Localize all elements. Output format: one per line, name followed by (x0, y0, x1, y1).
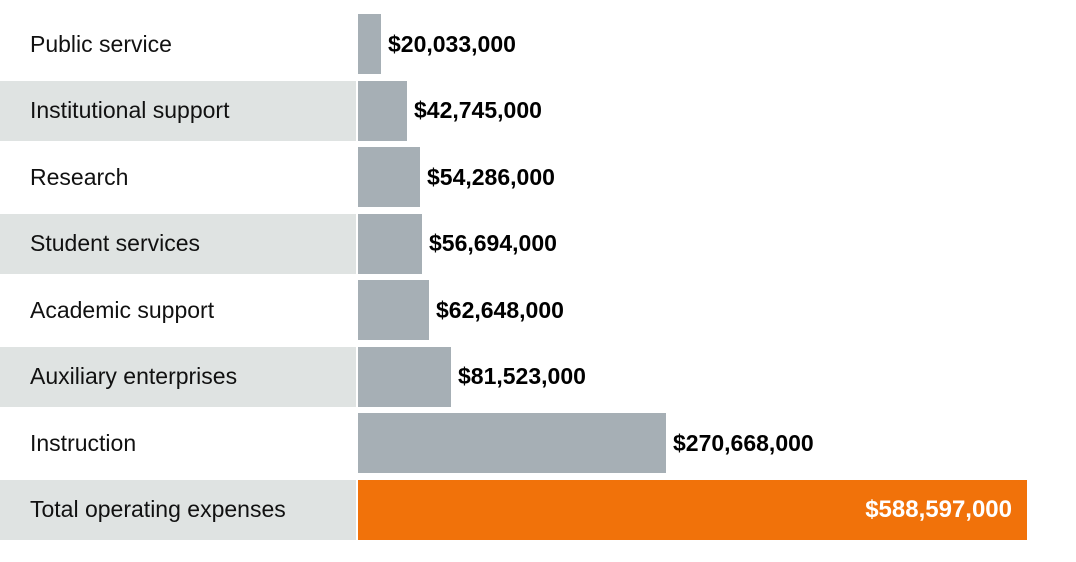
category-label: Research (30, 163, 129, 190)
bar-research (358, 147, 420, 207)
value-label: $62,648,000 (436, 296, 564, 323)
bar-auxiliary-enterprises (358, 346, 451, 407)
chart-row: Auxiliary enterprises $81,523,000 (0, 346, 1076, 407)
total-value-label: $588,597,000 (865, 495, 1012, 523)
bar-cell: $20,033,000 (358, 14, 1076, 74)
bar-cell: $81,523,000 (358, 346, 1076, 407)
chart-row: Institutional support $42,745,000 (0, 80, 1076, 141)
chart-row: Research $54,286,000 (0, 147, 1076, 207)
value-label: $56,694,000 (429, 230, 557, 256)
category-label: Total operating expenses (0, 479, 356, 540)
category-label: Student services (0, 213, 356, 274)
bar-instruction (358, 413, 666, 473)
bar-cell: $56,694,000 (358, 213, 1076, 274)
value-label: $54,286,000 (427, 163, 555, 190)
bar-cell: $62,648,000 (358, 280, 1076, 340)
bar-cell: $588,597,000 (358, 479, 1076, 540)
bar-student-services (358, 213, 422, 274)
category-label: Academic support (30, 296, 215, 323)
bar-public-service (358, 14, 381, 74)
category-label: Public service (30, 30, 172, 57)
category-label: Institutional support (0, 80, 356, 141)
chart-row-total: Total operating expenses $588,597,000 (0, 479, 1076, 540)
bar-cell: $54,286,000 (358, 147, 1076, 207)
chart-row: Student services $56,694,000 (0, 213, 1076, 274)
category-label: Auxiliary enterprises (0, 346, 356, 407)
value-label: $42,745,000 (414, 97, 542, 123)
value-label: $81,523,000 (458, 363, 586, 389)
bar-total-operating-expenses: $588,597,000 (358, 479, 1027, 540)
chart-row: Public service $20,033,000 (0, 14, 1076, 74)
value-label: $20,033,000 (388, 30, 516, 57)
chart-row: Academic support $62,648,000 (0, 280, 1076, 340)
bar-institutional-support (358, 80, 407, 141)
value-label: $270,668,000 (673, 429, 814, 456)
category-label: Instruction (30, 429, 137, 456)
bar-academic-support (358, 280, 429, 340)
bar-cell: $270,668,000 (358, 413, 1076, 473)
bar-cell: $42,745,000 (358, 80, 1076, 141)
chart-row: Instruction $270,668,000 (0, 413, 1076, 473)
